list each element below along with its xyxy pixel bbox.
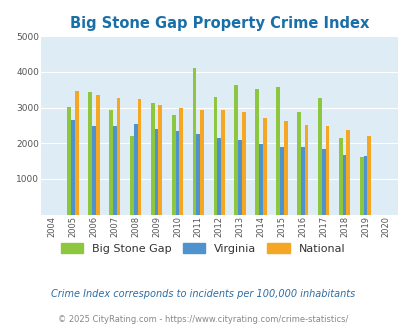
Bar xyxy=(175,131,179,214)
Bar xyxy=(196,134,200,214)
Bar xyxy=(255,89,258,214)
Bar xyxy=(71,120,75,214)
Bar xyxy=(171,115,175,214)
Text: Crime Index corresponds to incidents per 100,000 inhabitants: Crime Index corresponds to incidents per… xyxy=(51,289,354,299)
Bar xyxy=(154,129,158,214)
Bar xyxy=(234,85,238,214)
Bar xyxy=(363,156,367,215)
Bar xyxy=(217,138,221,214)
Bar xyxy=(113,126,116,214)
Bar xyxy=(241,112,245,214)
Bar xyxy=(67,107,71,214)
Legend: Big Stone Gap, Virginia, National: Big Stone Gap, Virginia, National xyxy=(56,239,349,258)
Bar xyxy=(137,99,141,214)
Bar xyxy=(134,124,137,214)
Bar xyxy=(279,147,283,214)
Bar xyxy=(275,87,279,214)
Bar xyxy=(342,155,345,214)
Bar xyxy=(179,108,183,214)
Bar xyxy=(283,121,287,214)
Bar xyxy=(321,149,325,214)
Bar xyxy=(338,138,342,214)
Bar xyxy=(296,112,300,214)
Bar xyxy=(92,126,96,214)
Bar xyxy=(213,97,217,214)
Bar xyxy=(238,140,241,214)
Bar xyxy=(158,105,162,214)
Text: © 2025 CityRating.com - https://www.cityrating.com/crime-statistics/: © 2025 CityRating.com - https://www.city… xyxy=(58,315,347,324)
Bar xyxy=(359,157,363,214)
Bar xyxy=(345,130,350,214)
Title: Big Stone Gap Property Crime Index: Big Stone Gap Property Crime Index xyxy=(69,16,368,31)
Bar xyxy=(325,126,328,214)
Bar xyxy=(116,98,120,214)
Bar xyxy=(367,136,370,214)
Bar xyxy=(304,125,308,214)
Bar xyxy=(258,144,262,214)
Bar xyxy=(300,147,304,214)
Bar xyxy=(221,110,224,214)
Bar xyxy=(262,117,266,214)
Bar xyxy=(109,111,113,214)
Bar xyxy=(200,110,203,214)
Bar xyxy=(130,136,134,214)
Bar xyxy=(75,91,79,214)
Bar xyxy=(88,91,92,214)
Bar xyxy=(151,103,154,214)
Bar xyxy=(96,95,99,214)
Bar xyxy=(192,68,196,215)
Bar xyxy=(317,98,321,214)
